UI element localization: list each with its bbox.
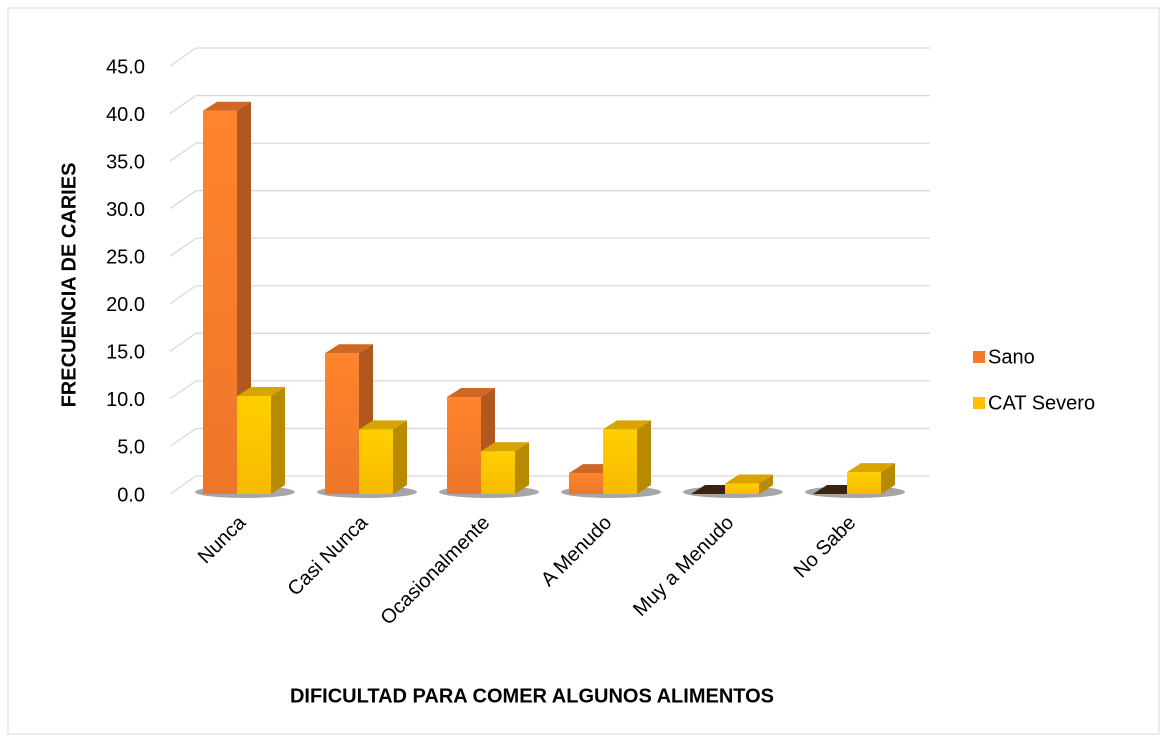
bar (725, 474, 773, 494)
bar-top (203, 101, 251, 111)
bar-side (881, 463, 895, 494)
grid-line (169, 332, 930, 352)
bar (847, 463, 895, 494)
bar-side (271, 387, 285, 494)
bar-top (725, 474, 773, 484)
bar-front (359, 429, 393, 494)
y-tick-label: 40.0 (106, 104, 145, 126)
bar (481, 442, 529, 494)
legend-swatch (973, 397, 985, 409)
y-tick-label: 45.0 (106, 56, 145, 78)
bar-top (603, 420, 651, 430)
grid-line (169, 237, 930, 257)
bar-top (481, 442, 529, 452)
bar-side (393, 420, 407, 494)
grid-line (169, 47, 930, 67)
legend-label: Sano (988, 346, 1035, 368)
y-tick-label: 0.0 (117, 484, 145, 506)
bar-front (203, 110, 237, 495)
bar-front (847, 472, 881, 494)
legend-swatch (973, 351, 985, 363)
legend-label: CAT Severo (988, 392, 1095, 414)
bar (359, 420, 407, 494)
bar-top (847, 463, 895, 473)
bar (603, 420, 651, 494)
y-tick-label: 35.0 (106, 151, 145, 173)
y-tick-label: 25.0 (106, 247, 145, 269)
bar-side (759, 474, 773, 494)
bar-front (237, 396, 271, 494)
y-axis-title: FRECUENCIA DE CARIES (58, 163, 80, 408)
grid-line (169, 190, 930, 210)
bar-side (515, 442, 529, 494)
bar-front (603, 429, 637, 494)
bar (237, 387, 285, 494)
bar-top (325, 344, 373, 354)
x-axis-title: DIFICULTAD PARA COMER ALGUNOS ALIMENTOS (290, 685, 774, 707)
grid-line (169, 142, 930, 162)
bar-top (237, 387, 285, 397)
grid-line (169, 427, 930, 447)
y-tick-label: 10.0 (106, 389, 145, 411)
grid-line (169, 94, 930, 115)
bar-top (447, 387, 495, 397)
bar-front (569, 473, 603, 494)
grid-line (169, 380, 930, 400)
bar-front (447, 396, 481, 494)
y-tick-label: 30.0 (106, 199, 145, 221)
y-tick-label: 20.0 (106, 294, 145, 316)
chart-border (7, 7, 1160, 735)
y-tick-label: 5.0 (117, 437, 145, 459)
bar-front (725, 483, 759, 494)
bar-front (481, 451, 515, 494)
bar-side (637, 420, 651, 494)
grid-line (169, 475, 930, 495)
grid-line (169, 285, 930, 305)
bar-top (359, 420, 407, 430)
y-tick-label: 15.0 (106, 342, 145, 364)
bar-front (325, 353, 359, 494)
